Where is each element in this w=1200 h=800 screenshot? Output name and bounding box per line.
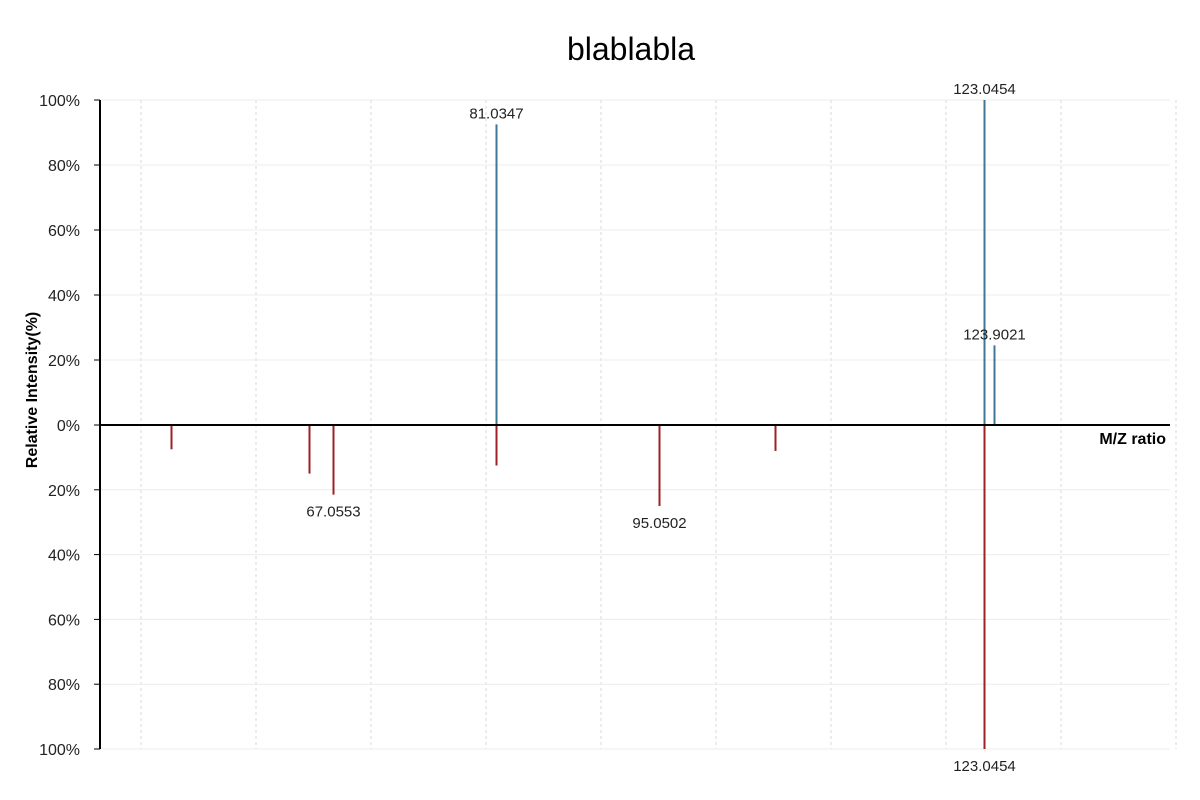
peak-bottom-label: 123.0454 (953, 758, 1016, 775)
peak-bottom-label: 95.0502 (632, 515, 686, 532)
peak-top-label: 123.0454 (953, 81, 1016, 98)
peaks (170, 100, 996, 749)
peak-top-label: 81.0347 (469, 105, 523, 122)
x-axis-title: M/Z ratio (1099, 431, 1166, 448)
tick-labels: 100% 80% 60% 40% 20% 0% 20% 40% 60% 80% 100% 81.034… (39, 81, 1026, 775)
peak-top-label: 123.9021 (963, 326, 1026, 343)
y-tick-label: 0% (57, 418, 80, 435)
y-tick-label: 100% (39, 93, 80, 110)
y-tick-label: 40% (48, 548, 80, 565)
y-tick-label: 20% (48, 483, 80, 500)
y-tick-label: 100% (39, 742, 80, 759)
y-tick-label: 60% (48, 612, 80, 629)
axes (94, 99, 1170, 750)
y-tick-label: 60% (48, 223, 80, 240)
y-tick-label: 80% (48, 677, 80, 694)
y-tick-label: 80% (48, 158, 80, 175)
grid (100, 99, 1177, 750)
y-tick-label: 20% (48, 353, 80, 370)
y-axis-title: Relative Intensity(%) (24, 312, 41, 468)
chart-title: blablabla (567, 31, 695, 67)
peak-bottom-label: 67.0553 (306, 504, 360, 521)
y-tick-label: 40% (48, 288, 80, 305)
